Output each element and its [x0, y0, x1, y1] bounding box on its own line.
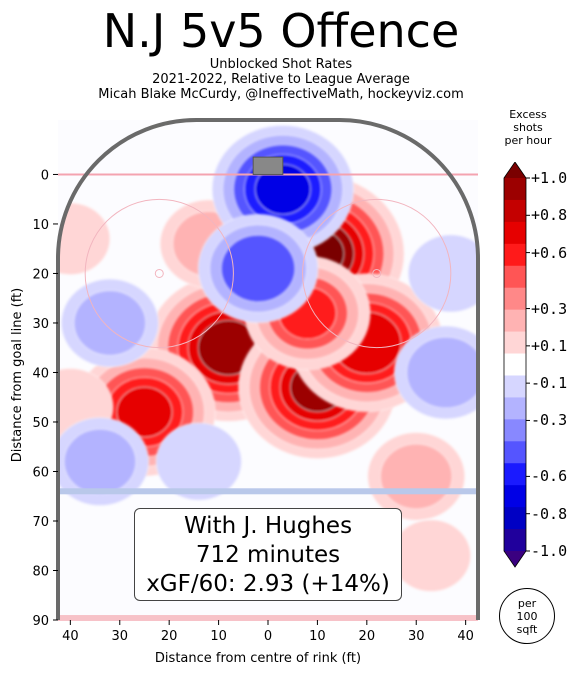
annotation-player: With J. Hughes: [183, 513, 353, 539]
heat-blob: [391, 519, 472, 592]
heat-blob: [60, 278, 159, 368]
colorbar-tick-label: +0.8: [531, 206, 568, 225]
subtitle-line-3: Micah Blake McCurdy, @IneffectiveMath, h…: [98, 87, 464, 102]
rink-markings: [56, 118, 480, 621]
subtitle-line-1: Unblocked Shot Rates: [209, 57, 353, 72]
annotation-box: With J. Hughes 712 minutes xGF/60: 2.93 …: [134, 508, 402, 601]
heat-blob: [58, 417, 149, 506]
colorbar-segment: [504, 331, 526, 355]
subtitle-line-2: 2021-2022, Relative to League Average: [152, 72, 410, 87]
x-tick-label: 40: [457, 629, 474, 644]
colorbar-segment: [504, 529, 526, 552]
y-tick-label: 20: [32, 267, 49, 282]
chart-title: N.J 5v5 Offence: [102, 4, 460, 58]
annotation-xgf: xGF/60: 2.93 (+14%): [146, 571, 390, 597]
heatmap-contours: [58, 124, 478, 592]
heat-blob: [197, 213, 319, 324]
colorbar-min-arrow: [504, 551, 526, 567]
faceoff-circle: [84, 198, 234, 349]
x-tick-label: 20: [359, 629, 376, 644]
colorbar-tick-label: -0.6: [531, 467, 568, 486]
colorbar-segment: [504, 287, 526, 311]
x-tick-label: 40: [62, 629, 79, 644]
colorbar-segment: [504, 221, 526, 245]
y-tick-label: 30: [32, 317, 49, 332]
colorbar-segment: [504, 397, 526, 420]
heat-blob: [155, 422, 242, 501]
annotation-minutes: 712 minutes: [195, 542, 341, 568]
colorbar-segment: [504, 265, 526, 289]
faceoff-dot: [372, 268, 382, 278]
colorbar-segment: [504, 485, 526, 508]
y-tick-label: 0: [41, 168, 49, 183]
colorbar-segment: [504, 375, 526, 398]
x-tick-label: 10: [210, 629, 227, 644]
colorbar-tick-label: +1.0: [531, 169, 568, 187]
x-tick-label: 30: [408, 629, 425, 644]
x-tick-label: 20: [161, 629, 178, 644]
unit-badge: per 100 sqft: [499, 588, 555, 644]
colorbar-tick-label: +0.6: [531, 243, 568, 262]
y-tick-label: 70: [32, 515, 49, 530]
colorbar-segment: [504, 353, 526, 376]
y-tick-label: 40: [32, 366, 49, 381]
heat-blob: [58, 202, 111, 276]
y-tick-label: 10: [32, 218, 49, 233]
heat-blob: [394, 325, 478, 420]
rink-boards: [56, 118, 480, 620]
x-axis-label: Distance from centre of rink (ft): [155, 651, 361, 666]
x-tick-label: 30: [111, 629, 128, 644]
axes: 40 30 20 10 0 10 20 30 40 0 10 20 30 40 50 60 70 80 90 Dist…: [10, 168, 474, 666]
y-tick-label: 60: [32, 465, 49, 480]
blue-line: [58, 488, 478, 495]
colorbar-segment: [504, 309, 526, 333]
colorbar-tick-label: +0.1: [531, 336, 568, 355]
colorbar: [503, 162, 530, 568]
colorbar-tick-label: +0.3: [531, 299, 568, 318]
colorbar-tick-label: -1.0: [531, 542, 568, 560]
x-tick-label: 10: [309, 629, 326, 644]
colorbar-tick-label: -0.8: [531, 504, 568, 523]
y-tick-label: 90: [32, 614, 49, 629]
colorbar-tick-label: -0.1: [531, 374, 568, 393]
faceoff-circle: [302, 198, 452, 349]
colorbar-segment: [504, 463, 526, 486]
y-tick-label: 50: [32, 416, 49, 431]
colorbar-segment: [504, 178, 526, 201]
faceoff-dot: [154, 268, 164, 278]
colorbar-title: Excess shots per hour: [504, 108, 552, 147]
colorbar-tick-label: -0.3: [531, 411, 568, 430]
colorbar-segment: [504, 243, 526, 267]
x-tick-label: 0: [264, 629, 272, 644]
colorbar-segment: [504, 507, 526, 530]
colorbar-segment: [504, 419, 526, 442]
colorbar-segment: [504, 199, 526, 223]
centre-line: [58, 615, 478, 621]
y-axis-label: Distance from goal line (ft): [10, 288, 25, 462]
colorbar-max-arrow: [504, 162, 526, 178]
y-tick-label: 80: [32, 564, 49, 579]
goal-net: [252, 156, 284, 175]
colorbar-segment: [504, 441, 526, 464]
